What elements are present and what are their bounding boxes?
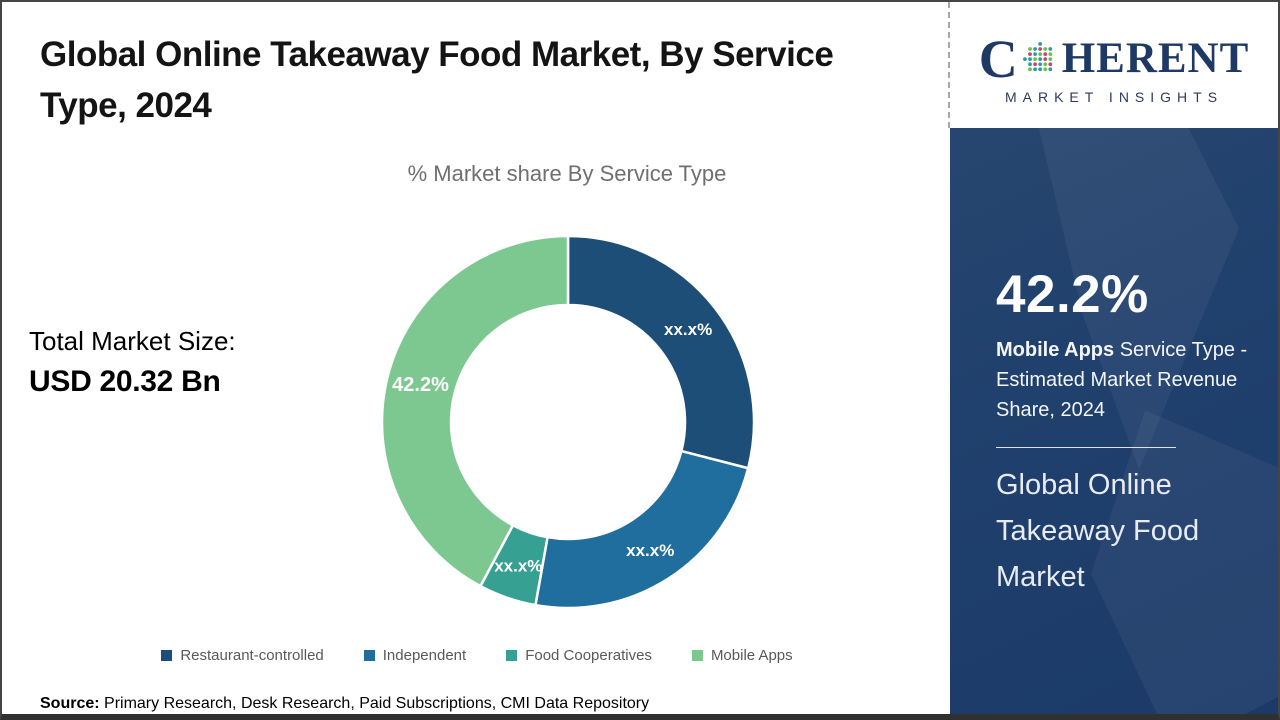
page-title-line1: Global Online Takeaway Food Market, By S… — [40, 35, 834, 74]
page-title: Global Online Takeaway Food Market, By S… — [40, 30, 870, 132]
donut-segment-independent — [534, 449, 750, 610]
brand-letter-c: C — [978, 28, 1018, 89]
highlight-description-rest: Service Type - Estimated Market Revenue … — [996, 339, 1248, 421]
legend-swatch-icon — [161, 650, 173, 661]
legend-swatch-icon — [506, 650, 518, 661]
legend-item-mobile-apps: Mobile Apps — [691, 647, 793, 664]
total-market-size-value: USD 20.32 Bn — [29, 365, 221, 398]
legend-label: Food Cooperatives — [525, 647, 652, 664]
source-line: Source: Primary Research, Desk Research,… — [40, 695, 649, 713]
donut-chart: xx.x% xx.x% xx.x% 42.2% — [380, 234, 756, 610]
source-label: Source: — [40, 695, 100, 712]
brand-logo: C HERENT MARKET INSIGHTS — [950, 2, 1278, 128]
chart-title: % Market share By Service Type — [407, 161, 727, 186]
dashed-divider — [948, 2, 950, 128]
divider-rule — [996, 447, 1176, 448]
legend-label: Mobile Apps — [710, 647, 793, 664]
source-text: Primary Research, Desk Research, Paid Su… — [99, 695, 650, 712]
slice-value-label: 42.2% — [392, 374, 449, 396]
donut-chart-container: xx.x% xx.x% xx.x% 42.2% — [373, 227, 763, 617]
legend-swatch-icon — [691, 650, 703, 661]
highlight-description: Mobile Apps Service Type - Estimated Mar… — [996, 335, 1248, 425]
legend-swatch-icon — [363, 650, 375, 661]
total-market-size-block: Total Market Size: USD 20.32 Bn — [29, 326, 236, 399]
highlight-segment-name: Mobile Apps — [996, 339, 1115, 361]
total-market-size-label: Total Market Size: — [29, 326, 236, 356]
sidebar: C HERENT MARKET INSIGHTS 42.2% Mobile Ap… — [948, 2, 1278, 714]
globe-logo-icon — [1022, 41, 1052, 71]
market-name: Global Online Takeaway Food Market — [996, 469, 1200, 593]
slice-value-label: xx.x% — [664, 320, 712, 339]
legend-item-independent: Independent — [363, 647, 467, 664]
slice-value-label: xx.x% — [494, 557, 542, 576]
brand-subtitle: MARKET INSIGHTS — [1004, 88, 1224, 105]
sidebar-panel: 42.2% Mobile Apps Service Type - Estimat… — [950, 128, 1278, 714]
legend-item-restaurant-controlled: Restaurant-controlled — [161, 647, 324, 664]
brand-letters-herent: HERENT — [1061, 35, 1250, 82]
legend-label: Restaurant-controlled — [180, 647, 324, 664]
chart-legend: Restaurant-controlled Independent Food C… — [12, 647, 942, 664]
slice-value-label: xx.x% — [626, 541, 674, 560]
highlight-percentage: 42.2% — [996, 265, 1149, 324]
legend-label: Independent — [382, 647, 467, 664]
legend-item-food-cooperatives: Food Cooperatives — [506, 647, 652, 664]
donut-segment-mobile-apps — [380, 234, 570, 588]
page-title-line2: Type, 2024 — [40, 85, 212, 125]
brand-wordmark: C HERENT — [979, 32, 1250, 86]
sidebar-content: 42.2% Mobile Apps Service Type - Estimat… — [950, 128, 1278, 600]
donut-segment-restaurant-controlled — [566, 234, 756, 470]
